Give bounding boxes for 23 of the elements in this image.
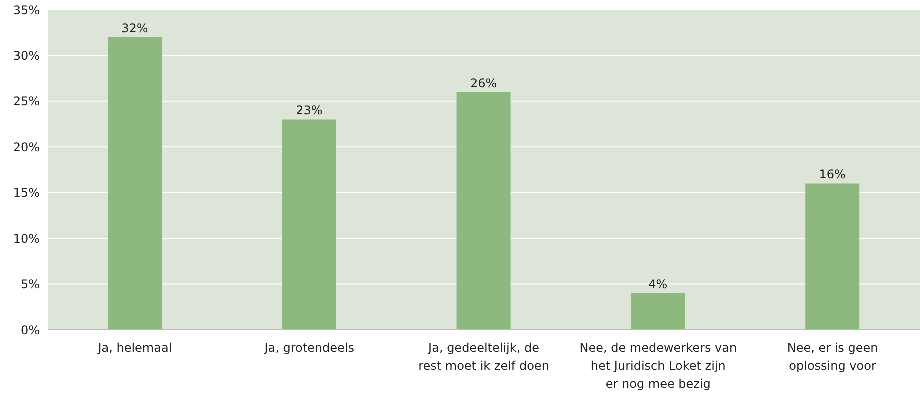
x-tick-label: Ja, helemaal <box>97 341 172 355</box>
bar <box>631 293 686 330</box>
bar <box>806 184 860 330</box>
y-tick-label: 20% <box>13 140 40 154</box>
y-tick-label: 15% <box>13 186 40 200</box>
y-tick-label: 10% <box>13 232 40 246</box>
y-tick-label: 5% <box>20 278 40 292</box>
bar <box>456 92 511 330</box>
y-tick-label: 25% <box>13 94 40 109</box>
y-tick-label: 30% <box>13 48 40 63</box>
data-label: 26% <box>470 76 498 90</box>
x-tick-label: Nee, de medewerkers van het Juridisch Loket zijn er nog mee bezig <box>580 341 738 391</box>
bar <box>282 120 336 330</box>
data-label: 23% <box>296 104 323 118</box>
data-label: 4% <box>648 277 668 292</box>
y-tick-label: 35% <box>13 3 40 18</box>
y-tick-label: 0% <box>20 323 40 338</box>
x-tick-label: Nee, er is geen oplossing voor <box>787 341 878 373</box>
bar <box>108 37 162 330</box>
data-label: 16% <box>819 168 846 182</box>
x-tick-label: Ja, grotendeels <box>264 341 355 355</box>
x-tick-label: Ja, gedeeltelijk, de rest moet ik zelf doen <box>418 341 550 373</box>
data-label: 32% <box>122 21 148 36</box>
